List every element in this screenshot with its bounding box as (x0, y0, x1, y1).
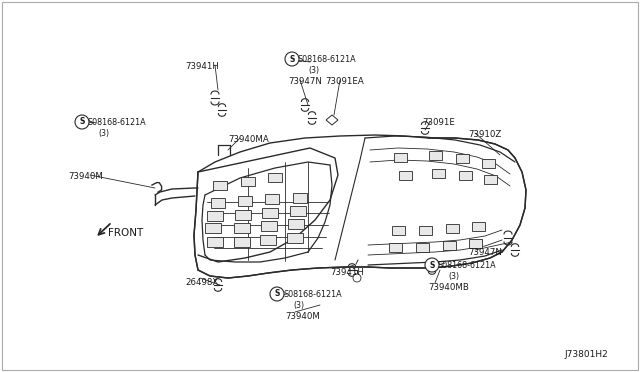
Bar (429, 151, 442, 160)
Text: 73940MB: 73940MB (428, 283, 469, 292)
Text: S08168-6121A: S08168-6121A (283, 290, 342, 299)
Text: 26498X: 26498X (185, 278, 218, 287)
Circle shape (75, 115, 89, 129)
Bar (459, 171, 472, 180)
Bar (205, 223, 221, 233)
Bar (287, 233, 303, 243)
Text: 73947N: 73947N (288, 77, 322, 86)
Circle shape (353, 274, 361, 282)
Bar (268, 173, 282, 182)
Bar (472, 222, 485, 231)
Bar (207, 237, 223, 247)
Bar (234, 223, 250, 233)
Text: 73940MA: 73940MA (228, 135, 269, 144)
Bar (241, 177, 255, 186)
Text: S08168-6121A: S08168-6121A (298, 55, 356, 64)
Bar (207, 211, 223, 221)
Bar (290, 206, 306, 216)
Circle shape (425, 258, 439, 272)
Bar (416, 243, 429, 252)
Text: J73801H2: J73801H2 (564, 350, 608, 359)
Bar (482, 159, 495, 168)
Text: (3): (3) (293, 301, 304, 310)
Bar (399, 171, 412, 180)
Text: 73091EA: 73091EA (325, 77, 364, 86)
Bar (392, 226, 405, 235)
Text: S: S (275, 289, 280, 298)
Bar (211, 198, 225, 208)
Bar (389, 243, 402, 252)
Text: 73940M: 73940M (285, 312, 320, 321)
Bar (456, 154, 469, 163)
Bar (235, 210, 251, 220)
Bar (234, 237, 250, 247)
Text: 73941H: 73941H (330, 268, 364, 277)
Circle shape (285, 52, 299, 66)
Text: S08168-6121A: S08168-6121A (438, 261, 497, 270)
Bar (261, 221, 277, 231)
Bar (443, 241, 456, 250)
Circle shape (270, 287, 284, 301)
Bar (262, 208, 278, 218)
Text: (3): (3) (98, 129, 109, 138)
Bar (213, 181, 227, 190)
Text: 73947N: 73947N (468, 248, 502, 257)
Bar (484, 175, 497, 184)
Bar (238, 196, 252, 206)
Bar (260, 235, 276, 245)
Text: S: S (79, 118, 84, 126)
Bar (469, 239, 482, 248)
Text: FRONT: FRONT (108, 228, 143, 238)
Text: S: S (429, 260, 435, 269)
Bar (265, 194, 279, 204)
Bar (446, 224, 459, 233)
Bar (288, 219, 304, 229)
Text: S: S (289, 55, 294, 64)
Text: 73091E: 73091E (422, 118, 455, 127)
Bar (394, 153, 407, 162)
Text: 73940M: 73940M (68, 172, 103, 181)
Text: 73941H: 73941H (185, 62, 219, 71)
Bar (419, 226, 432, 235)
Bar (432, 169, 445, 178)
Bar (293, 193, 307, 203)
Text: (3): (3) (308, 66, 319, 75)
Text: (3): (3) (448, 272, 459, 281)
Text: 73910Z: 73910Z (468, 130, 501, 139)
Text: S08168-6121A: S08168-6121A (88, 118, 147, 127)
Polygon shape (326, 115, 338, 125)
